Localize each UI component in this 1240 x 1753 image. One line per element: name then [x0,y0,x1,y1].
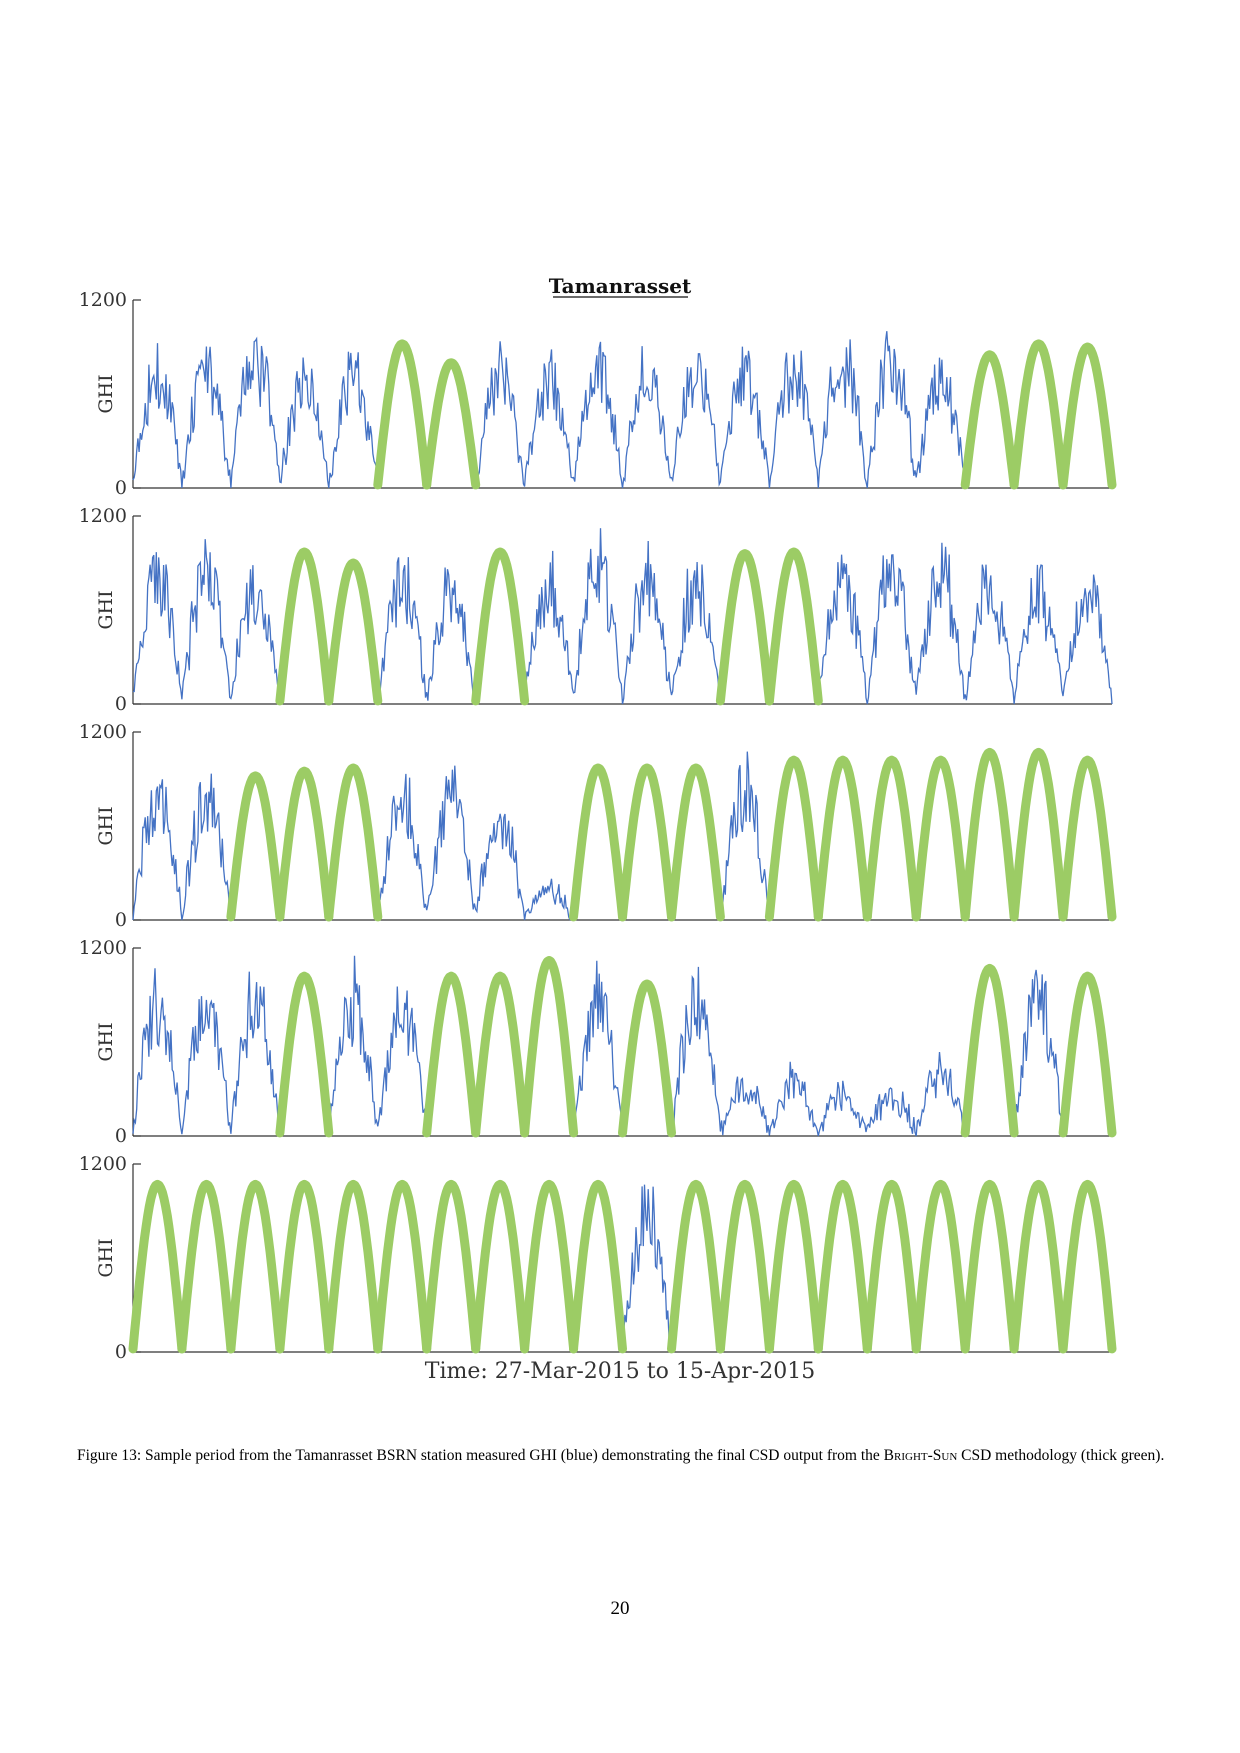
clear-sky-segment [764,755,823,922]
clear-sky-segment [1009,747,1068,922]
clear-sky-segment [373,1179,432,1354]
clear-sky-segment [667,1179,725,1354]
y-tick-label: 1200 [79,1153,127,1175]
y-tick-label: 0 [115,1341,127,1363]
clear-sky-segment [862,1179,921,1354]
clear-sky-segment [618,979,676,1138]
clear-sky-segment [960,1179,1019,1354]
clear-sky-segment [813,755,872,922]
clear-sky-segment [373,339,432,490]
y-tick-label: 1200 [79,505,127,527]
clear-sky-segment [471,971,530,1138]
clear-sky-segment [324,558,383,706]
clear-sky-segment [715,1179,774,1354]
clear-sky-segment [275,547,334,706]
clear-sky-segment [422,358,481,490]
y-tick-label: 1200 [79,289,127,311]
clear-sky-segment [1058,971,1117,1138]
y-axis-label: GHI [95,374,117,413]
figure-number: Figure 13: [77,1447,142,1464]
y-axis-label: GHI [95,1022,117,1061]
clear-sky-segment [226,1179,285,1354]
clear-sky-segment [471,547,530,706]
clear-sky-segment [764,547,823,706]
y-tick-label: 0 [115,693,127,715]
clear-sky-segment [1009,339,1068,490]
clear-sky-segment [177,1179,236,1354]
clear-sky-segment [1058,755,1117,922]
chart-panels: 0 1200 GHI 0 1200 GHI 0 1200 GHI 0 1200 GHI 0 1200 GHI [79,289,1117,1363]
clear-sky-segment [1058,1179,1117,1354]
clear-sky-segment [520,1179,579,1354]
clear-sky-segment [911,755,970,922]
clear-sky-segment [226,771,285,922]
caption-text-end: CSD methodology (thick green). [961,1447,1165,1464]
y-tick-label: 0 [115,477,127,499]
y-axis-label: GHI [95,590,117,629]
clear-sky-segment [618,763,676,922]
clear-sky-segment [471,1179,530,1354]
page-number: 20 [610,1598,630,1619]
clear-sky-segment [960,350,1019,490]
clear-sky-segment [862,755,921,922]
chart-title: Tamanrasset [549,274,692,298]
clear-sky-segment [275,766,334,922]
clear-sky-segment [324,763,383,922]
clear-sky-segment [715,549,774,706]
x-axis-label: Time: 27-Mar-2015 to 15-Apr-2015 [425,1359,815,1384]
caption-method-name: Bright-Sun [883,1447,958,1464]
clear-sky-segment [128,1179,187,1354]
y-tick-label: 1200 [79,937,127,959]
y-axis-label: GHI [95,806,117,845]
figure-caption: Figure 13: Sample period from the Tamanr… [77,1445,1167,1466]
y-tick-label: 1200 [79,721,127,743]
clear-sky-segment [764,1179,823,1354]
y-axis-label: GHI [95,1238,117,1277]
clear-sky-segment [911,1179,970,1354]
clear-sky-segment [667,763,725,922]
clear-sky-segment [569,1179,627,1354]
clear-sky-segment [422,971,481,1138]
clear-sky-segment [275,971,334,1138]
clear-sky-segment [960,963,1019,1138]
clear-sky-segment [520,956,579,1138]
clear-sky-segment [422,1179,481,1354]
clear-sky-segment [1058,342,1117,490]
clear-sky-segment [813,1179,872,1354]
clear-sky-segment [569,763,627,922]
clear-sky-segment [324,1179,383,1354]
clear-sky-segment [960,747,1019,922]
measured-ghi-series [132,331,1113,489]
y-tick-label: 0 [115,909,127,931]
clear-sky-segment [275,1179,334,1354]
y-tick-label: 0 [115,1125,127,1147]
caption-text-start: Sample period from the Tamanrasset BSRN … [145,1447,880,1464]
clear-sky-segment [1009,1179,1068,1354]
